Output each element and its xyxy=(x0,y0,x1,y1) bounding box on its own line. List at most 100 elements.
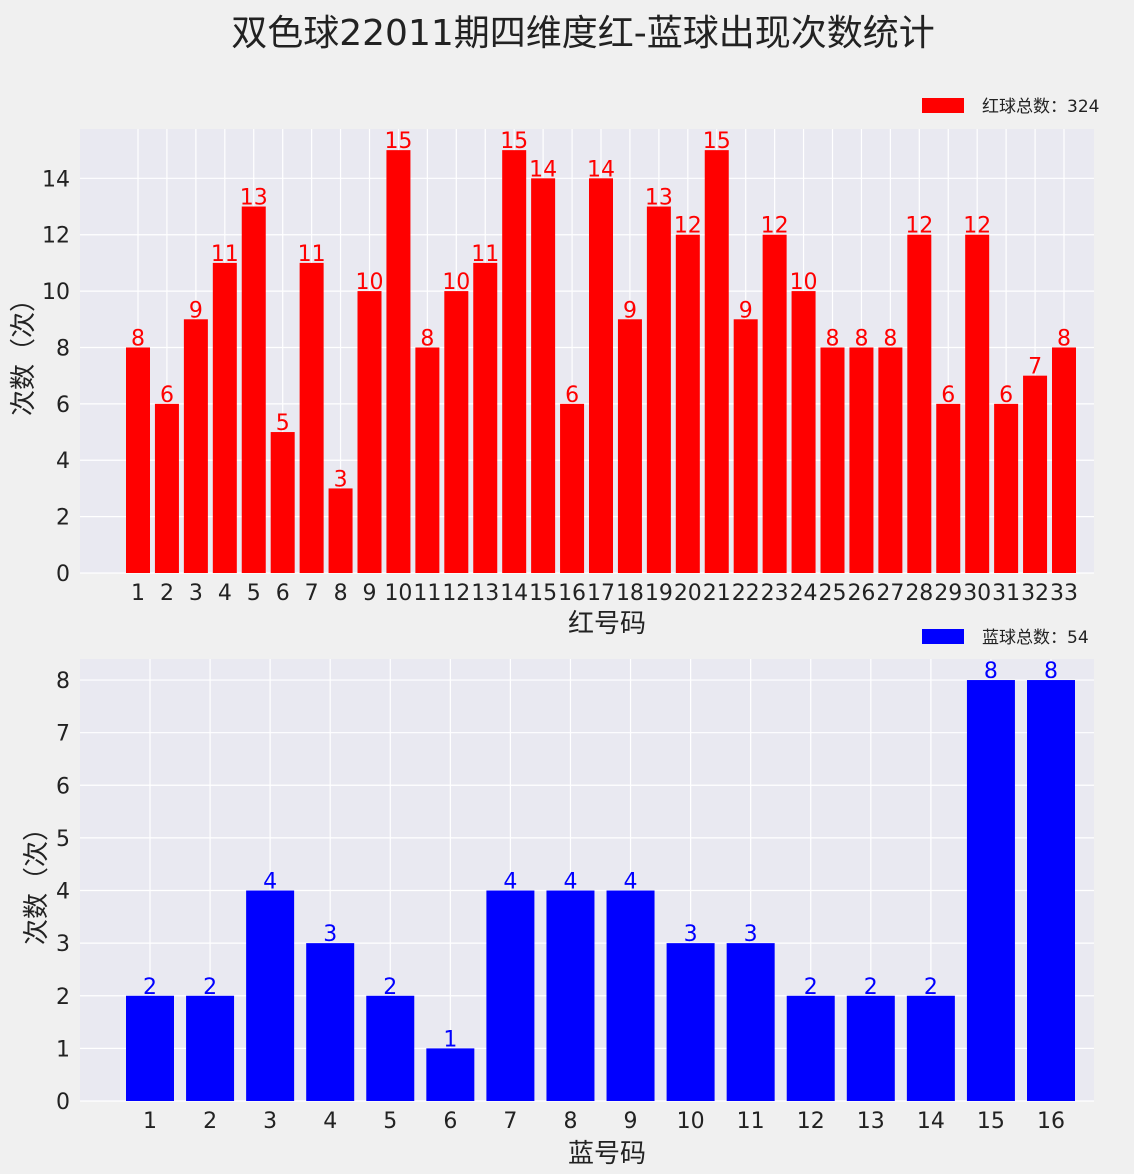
red-x-tick-label: 24 xyxy=(790,581,818,606)
red-x-tick-label: 12 xyxy=(442,581,470,606)
red-bar xyxy=(212,262,237,573)
blue-data-label: 4 xyxy=(624,870,638,895)
blue-x-tick-label: 7 xyxy=(503,1109,517,1134)
red-bar xyxy=(328,488,353,573)
red-data-label: 8 xyxy=(854,326,868,351)
blue-data-label: 4 xyxy=(563,870,577,895)
blue-bar xyxy=(606,890,655,1101)
red-data-label: 11 xyxy=(298,242,326,267)
blue-y-tick-label: 4 xyxy=(56,880,70,905)
red-bar xyxy=(762,234,787,573)
red-x-axis-label: 红号码 xyxy=(568,609,646,639)
blue-bar xyxy=(846,995,895,1101)
red-x-tick-label: 6 xyxy=(276,581,290,606)
red-data-label: 6 xyxy=(999,383,1013,408)
blue-bar xyxy=(186,995,235,1101)
red-bar xyxy=(675,234,700,573)
red-data-label: 6 xyxy=(160,383,174,408)
blue-x-tick-label: 3 xyxy=(263,1109,277,1134)
red-x-tick-label: 2 xyxy=(160,581,174,606)
blue-x-tick-label: 13 xyxy=(857,1109,885,1134)
red-bar xyxy=(386,150,411,573)
red-data-label: 13 xyxy=(645,186,673,211)
red-x-tick-label: 30 xyxy=(963,581,991,606)
red-x-tick-label: 17 xyxy=(587,581,615,606)
red-x-tick-label: 25 xyxy=(819,581,847,606)
blue-data-label: 3 xyxy=(744,922,758,947)
red-bar xyxy=(646,206,671,573)
red-x-tick-label: 18 xyxy=(616,581,644,606)
red-x-tick-label: 14 xyxy=(500,581,528,606)
blue-bar xyxy=(726,943,775,1101)
red-x-tick-label: 4 xyxy=(218,581,232,606)
red-legend-swatch xyxy=(922,98,964,113)
blue-x-tick-label: 2 xyxy=(203,1109,217,1134)
blue-bar xyxy=(786,995,835,1101)
red-bar xyxy=(589,178,613,574)
blue-x-tick-label: 4 xyxy=(323,1109,337,1134)
red-y-tick-label: 2 xyxy=(56,506,70,531)
red-x-tick-label: 5 xyxy=(247,581,261,606)
blue-data-label: 2 xyxy=(383,975,397,1000)
red-data-label: 5 xyxy=(276,411,290,436)
red-data-label: 10 xyxy=(442,270,470,295)
red-data-label: 8 xyxy=(131,326,145,351)
red-data-label: 14 xyxy=(529,157,557,182)
red-bar xyxy=(473,262,498,573)
blue-data-label: 4 xyxy=(503,870,517,895)
blue-x-tick-label: 12 xyxy=(797,1109,825,1134)
red-data-label: 10 xyxy=(356,270,384,295)
blue-data-label: 3 xyxy=(684,922,698,947)
red-bar xyxy=(270,432,295,573)
red-bar xyxy=(299,262,324,573)
red-data-label: 8 xyxy=(826,326,840,351)
blue-bar xyxy=(246,890,295,1101)
red-bar xyxy=(531,178,556,574)
blue-data-label: 2 xyxy=(143,975,157,1000)
blue-x-tick-label: 10 xyxy=(677,1109,705,1134)
red-x-tick-label: 27 xyxy=(876,581,904,606)
red-bar xyxy=(502,150,527,573)
blue-y-tick-label: 2 xyxy=(56,985,70,1010)
red-y-tick-label: 4 xyxy=(56,449,70,474)
red-legend: 红球总数：324 xyxy=(922,97,1099,117)
red-x-tick-label: 20 xyxy=(674,581,702,606)
red-data-label: 6 xyxy=(565,383,579,408)
blue-bar xyxy=(366,995,415,1101)
red-x-tick-label: 22 xyxy=(732,581,760,606)
blue-data-label: 3 xyxy=(323,922,337,947)
red-x-tick-label: 13 xyxy=(471,581,499,606)
blue-x-tick-label: 11 xyxy=(737,1109,765,1134)
blue-x-tick-label: 15 xyxy=(977,1109,1005,1134)
blue-bar xyxy=(966,680,1015,1101)
blue-y-tick-label: 7 xyxy=(56,722,70,747)
red-bar xyxy=(704,150,729,573)
blue-legend-swatch xyxy=(922,629,964,644)
red-data-label: 7 xyxy=(1028,355,1042,380)
blue-data-label: 2 xyxy=(864,975,878,1000)
red-x-tick-label: 32 xyxy=(1021,581,1049,606)
red-bar xyxy=(907,234,932,573)
red-data-label: 8 xyxy=(420,326,434,351)
red-x-tick-label: 10 xyxy=(384,581,412,606)
blue-x-tick-label: 14 xyxy=(917,1109,945,1134)
red-data-label: 12 xyxy=(963,214,991,239)
blue-bar xyxy=(306,943,355,1101)
red-bar xyxy=(444,291,469,573)
blue-x-tick-label: 16 xyxy=(1037,1109,1065,1134)
red-data-label: 9 xyxy=(189,298,203,323)
blue-bar xyxy=(666,943,715,1101)
red-bar xyxy=(154,403,179,573)
chart-title: 双色球22011期四维度红-蓝球出现次数统计 xyxy=(231,13,935,54)
blue-y-tick-label: 8 xyxy=(56,669,70,694)
red-x-tick-label: 28 xyxy=(905,581,933,606)
red-data-label: 14 xyxy=(587,157,615,182)
blue-x-tick-label: 1 xyxy=(143,1109,157,1134)
red-x-tick-label: 33 xyxy=(1050,581,1078,606)
red-bar xyxy=(936,403,961,573)
blue-legend: 蓝球总数：54 xyxy=(922,628,1089,648)
red-y-axis-label: 次数（次） xyxy=(9,286,39,416)
blue-data-label: 1 xyxy=(443,1027,457,1052)
